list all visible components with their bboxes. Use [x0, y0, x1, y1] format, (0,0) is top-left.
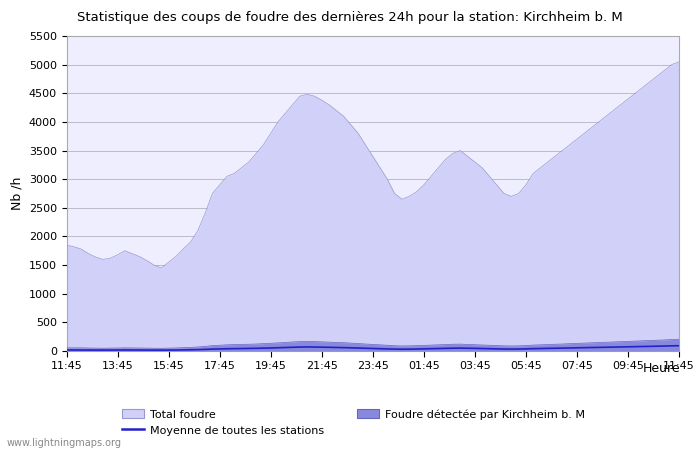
Text: www.lightningmaps.org: www.lightningmaps.org	[7, 438, 122, 448]
Legend: Total foudre, Moyenne de toutes les stations, Foudre détectée par Kirchheim b. M: Total foudre, Moyenne de toutes les stat…	[118, 405, 589, 440]
Y-axis label: Nb /h: Nb /h	[10, 177, 23, 210]
Text: Statistique des coups de foudre des dernières 24h pour la station: Kirchheim b. : Statistique des coups de foudre des dern…	[77, 11, 623, 24]
Text: Heure: Heure	[643, 362, 680, 375]
